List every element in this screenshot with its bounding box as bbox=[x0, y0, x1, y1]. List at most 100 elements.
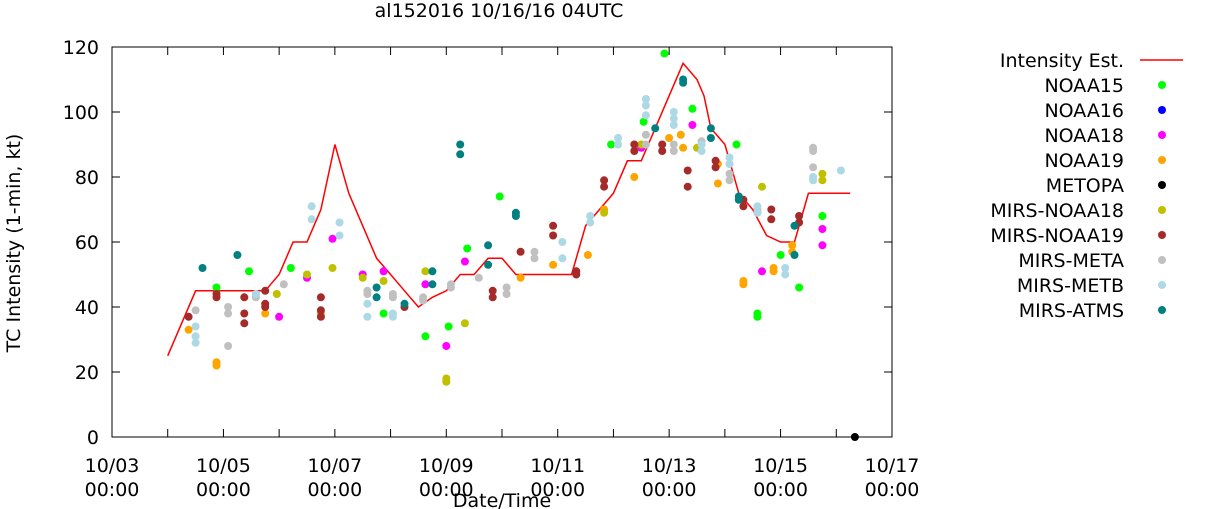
x-tick-label-date: 10/15 bbox=[753, 455, 808, 477]
legend-label-mirs-meta: MIRS-META bbox=[1018, 250, 1124, 272]
legend-swatch-noaa18 bbox=[1158, 131, 1166, 139]
y-tick-label: 120 bbox=[63, 37, 99, 59]
data-point-mirs-atms bbox=[372, 283, 381, 292]
plot-frame bbox=[111, 46, 893, 438]
data-point-mirs-metb bbox=[641, 101, 650, 110]
data-point-mirs-noaa18 bbox=[379, 277, 388, 285]
data-point-noaa18 bbox=[442, 342, 451, 350]
data-point-mirs-noaa18 bbox=[358, 273, 367, 282]
data-point-mirs-atms bbox=[484, 260, 493, 269]
x-tick-label-time: 00:00 bbox=[530, 479, 585, 501]
data-point-noaa19 bbox=[679, 143, 688, 152]
data-point-mirs-noaa19 bbox=[683, 166, 692, 175]
data-point-mirs-metb bbox=[191, 338, 200, 347]
data-point-mirs-noaa18 bbox=[818, 169, 827, 178]
data-point-mirs-noaa19 bbox=[240, 293, 249, 302]
data-point-noaa18 bbox=[275, 312, 284, 321]
data-point-noaa18 bbox=[818, 241, 827, 250]
y-axis-label: TC Intensity (1-min, kt) bbox=[3, 134, 25, 354]
x-tick-label-date: 10/11 bbox=[530, 455, 585, 477]
data-point-noaa18 bbox=[758, 267, 766, 276]
data-point-noaa19 bbox=[739, 277, 748, 285]
legend-label-mirs-noaa19: MIRS-NOAA19 bbox=[990, 225, 1124, 247]
data-point-mirs-meta bbox=[669, 140, 678, 149]
data-point-mirs-atms bbox=[706, 124, 715, 133]
data-point-mirs-meta bbox=[809, 163, 818, 172]
data-point-noaa19 bbox=[212, 358, 221, 367]
data-point-noaa15 bbox=[818, 212, 827, 220]
data-point-mirs-noaa19 bbox=[316, 312, 325, 321]
data-point-mirs-noaa19 bbox=[261, 286, 270, 295]
data-point-mirs-metb bbox=[307, 215, 316, 224]
data-point-mirs-metb bbox=[191, 322, 200, 331]
legend-label-noaa15: NOAA15 bbox=[1044, 75, 1124, 97]
y-tick-label: 40 bbox=[75, 297, 99, 319]
data-point-mirs-metb bbox=[558, 238, 567, 246]
legend-swatch-mirs-meta bbox=[1158, 256, 1166, 264]
data-point-mirs-meta bbox=[725, 169, 734, 178]
data-point-mirs-metb bbox=[363, 312, 372, 321]
data-point-noaa15 bbox=[212, 283, 221, 292]
legend-swatch-mirs-noaa18 bbox=[1158, 206, 1166, 214]
data-point-mirs-metb bbox=[641, 95, 650, 103]
data-point-noaa15 bbox=[732, 140, 741, 149]
data-point-noaa19 bbox=[630, 173, 639, 181]
legend-swatch-noaa16 bbox=[1158, 106, 1166, 114]
data-point-mirs-noaa18 bbox=[421, 267, 430, 276]
x-tick-label-time: 00:00 bbox=[196, 479, 251, 501]
data-point-noaa15 bbox=[421, 332, 430, 341]
legend-label-mirs-atms: MIRS-ATMS bbox=[1019, 300, 1124, 322]
data-point-mirs-atms bbox=[790, 251, 799, 259]
legend-label-mirs-metb: MIRS-METB bbox=[1017, 275, 1124, 297]
data-point-mirs-noaa19 bbox=[658, 147, 667, 155]
data-point-mirs-metb bbox=[363, 299, 372, 308]
x-axis-label: Date/Time bbox=[453, 490, 551, 509]
x-tick-label-time: 00:00 bbox=[419, 479, 474, 501]
data-point-mirs-meta bbox=[446, 280, 455, 289]
data-point-mirs-metb bbox=[335, 231, 344, 240]
x-tick-label-time: 00:00 bbox=[642, 479, 697, 501]
data-point-mirs-noaa19 bbox=[488, 286, 497, 295]
data-point-mirs-noaa19 bbox=[184, 312, 193, 321]
data-point-mirs-meta bbox=[224, 342, 233, 350]
data-point-mirs-metb bbox=[809, 176, 818, 185]
data-point-mirs-noaa19 bbox=[630, 147, 639, 155]
data-point-noaa15 bbox=[463, 244, 472, 253]
data-point-mirs-metb bbox=[781, 264, 790, 272]
y-tick-label: 80 bbox=[75, 167, 99, 189]
legend-swatch-noaa19 bbox=[1158, 156, 1166, 164]
data-point-noaa15 bbox=[776, 251, 785, 259]
data-point-noaa15 bbox=[444, 322, 453, 331]
data-point-mirs-noaa19 bbox=[316, 293, 325, 302]
data-point-mirs-metb bbox=[669, 114, 678, 123]
data-point-mirs-meta bbox=[809, 143, 818, 152]
legend-label-noaa18: NOAA18 bbox=[1044, 125, 1124, 147]
data-point-mirs-noaa19 bbox=[316, 306, 325, 315]
series-layer bbox=[167, 49, 859, 441]
data-point-mirs-noaa19 bbox=[261, 299, 270, 308]
data-point-mirs-metb bbox=[725, 153, 734, 162]
y-tick-label: 100 bbox=[63, 102, 99, 124]
data-point-mirs-meta bbox=[725, 176, 734, 185]
y-tick-label: 60 bbox=[75, 232, 99, 254]
data-point-mirs-atms bbox=[400, 299, 409, 308]
data-point-mirs-atms bbox=[484, 241, 493, 250]
data-point-mirs-metb bbox=[614, 140, 623, 149]
x-tick-label-date: 10/07 bbox=[307, 455, 362, 477]
y-tick-label: 20 bbox=[75, 362, 99, 384]
legend-label-noaa19: NOAA19 bbox=[1044, 150, 1124, 172]
chart-title: al152016 10/16/16 04UTC bbox=[375, 0, 624, 22]
data-point-mirs-metb bbox=[586, 218, 595, 227]
data-point-mirs-metb bbox=[614, 134, 623, 142]
legend-swatch-mirs-noaa19 bbox=[1158, 231, 1166, 239]
data-point-mirs-noaa19 bbox=[549, 231, 558, 240]
legend-swatch-mirs-metb bbox=[1158, 281, 1166, 289]
data-point-mirs-meta bbox=[279, 280, 288, 289]
data-point-mirs-metb bbox=[836, 166, 845, 175]
data-point-mirs-meta bbox=[530, 247, 539, 256]
data-point-mirs-metb bbox=[725, 160, 734, 168]
data-point-mirs-noaa19 bbox=[516, 247, 525, 256]
legend: Intensity Est. NOAA15 NOAA16 NOAA18 NOAA19 ME… bbox=[990, 50, 1183, 322]
data-point-mirs-metb bbox=[781, 270, 790, 279]
